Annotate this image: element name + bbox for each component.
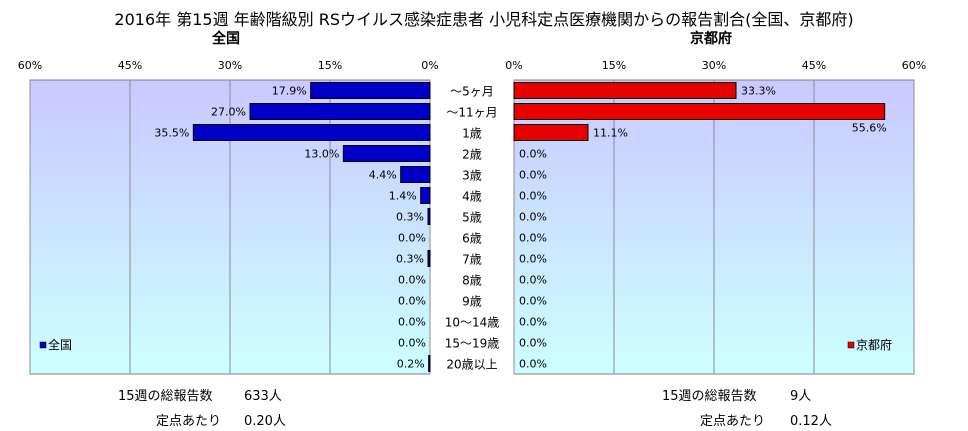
national-bar	[342, 145, 431, 162]
national-data-label: 0.0%	[398, 337, 426, 350]
kyoto-legend-label: 京都府	[856, 337, 892, 352]
kyoto-tick-label: 45%	[802, 59, 826, 72]
national-data-label: 0.0%	[398, 274, 426, 287]
kyoto-per-value: 0.12人	[790, 414, 832, 429]
kyoto-per-label: 定点あたり	[700, 414, 766, 429]
category-label: 6歳	[462, 232, 482, 246]
national-bar	[420, 187, 431, 204]
category-label: 15～19歳	[445, 337, 500, 351]
chart-title: 2016年 第15週 年齢階級別 RSウイルス感染症患者 小児科定点医療機関から…	[114, 10, 854, 29]
national-data-label: 0.2%	[397, 358, 425, 371]
national-data-label: 17.9%	[272, 85, 307, 98]
national-legend-label: 全国	[48, 337, 72, 352]
category-label: 3歳	[462, 169, 482, 183]
national-data-label: 35.5%	[154, 127, 189, 140]
kyoto-data-label: 0.0%	[519, 337, 547, 350]
national-bar	[249, 103, 431, 120]
national-tick-label: 15%	[318, 59, 342, 72]
category-label: ～5ヶ月	[450, 85, 494, 99]
kyoto-subtitle: 京都府	[690, 31, 732, 47]
national-data-label: 13.0%	[304, 148, 339, 161]
kyoto-total-value: 9人	[790, 389, 812, 404]
national-bar	[310, 82, 431, 99]
kyoto-tick-label: 15%	[602, 59, 626, 72]
kyoto-data-label: 0.0%	[519, 358, 547, 371]
kyoto-tick-label: 30%	[702, 59, 726, 72]
kyoto-data-label: 0.0%	[519, 169, 547, 182]
category-label: 8歳	[462, 274, 482, 288]
kyoto-data-label: 0.0%	[519, 148, 547, 161]
kyoto-data-label: 0.0%	[519, 232, 547, 245]
kyoto-legend-swatch	[847, 341, 855, 349]
kyoto-bar	[513, 103, 886, 120]
kyoto-data-label: 11.1%	[593, 127, 628, 140]
kyoto-data-label: 0.0%	[519, 190, 547, 203]
kyoto-data-label: 33.3%	[741, 85, 776, 98]
national-total-label: 15週の総報告数	[118, 389, 213, 404]
national-tick-label: 60%	[18, 59, 42, 72]
kyoto-tick-label: 0%	[505, 59, 522, 72]
category-label: 10～14歳	[445, 316, 500, 330]
category-label: 5歳	[462, 211, 482, 225]
kyoto-total-label: 15週の総報告数	[662, 389, 757, 404]
national-tick-label: 30%	[218, 59, 242, 72]
kyoto-tick-label: 60%	[902, 59, 926, 72]
kyoto-bar	[513, 124, 589, 141]
national-data-label: 0.0%	[398, 232, 426, 245]
national-bar	[427, 250, 431, 267]
national-bar	[400, 166, 431, 183]
national-total-value: 633人	[244, 389, 282, 404]
category-label: 1歳	[462, 127, 482, 141]
national-data-label: 0.0%	[398, 295, 426, 308]
kyoto-data-label: 0.0%	[519, 316, 547, 329]
national-data-label: 1.4%	[389, 190, 417, 203]
national-data-label: 27.0%	[211, 106, 246, 119]
national-bar	[192, 124, 431, 141]
national-bar	[428, 355, 431, 372]
national-tick-label: 45%	[118, 59, 142, 72]
kyoto-data-label: 55.6%	[852, 121, 887, 134]
category-label: 7歳	[462, 253, 482, 267]
kyoto-data-label: 0.0%	[519, 211, 547, 224]
national-legend-swatch	[39, 341, 47, 349]
category-label: 2歳	[462, 148, 482, 162]
national-data-label: 0.0%	[398, 316, 426, 329]
kyoto-bar	[513, 82, 737, 99]
category-label: 9歳	[462, 295, 482, 309]
national-per-label: 定点あたり	[156, 414, 222, 429]
national-per-value: 0.20人	[244, 414, 286, 429]
national-tick-label: 0%	[421, 59, 438, 72]
national-data-label: 0.3%	[396, 253, 424, 266]
kyoto-data-label: 0.0%	[519, 295, 547, 308]
national-bar	[427, 208, 431, 225]
national-data-label: 4.4%	[369, 169, 397, 182]
category-label: 20歳以上	[446, 358, 497, 372]
national-subtitle: 全国	[212, 31, 240, 47]
kyoto-data-label: 0.0%	[519, 274, 547, 287]
national-data-label: 0.3%	[396, 211, 424, 224]
category-label: ～11ヶ月	[446, 106, 497, 120]
kyoto-data-label: 0.0%	[519, 253, 547, 266]
category-label: 4歳	[462, 190, 482, 204]
